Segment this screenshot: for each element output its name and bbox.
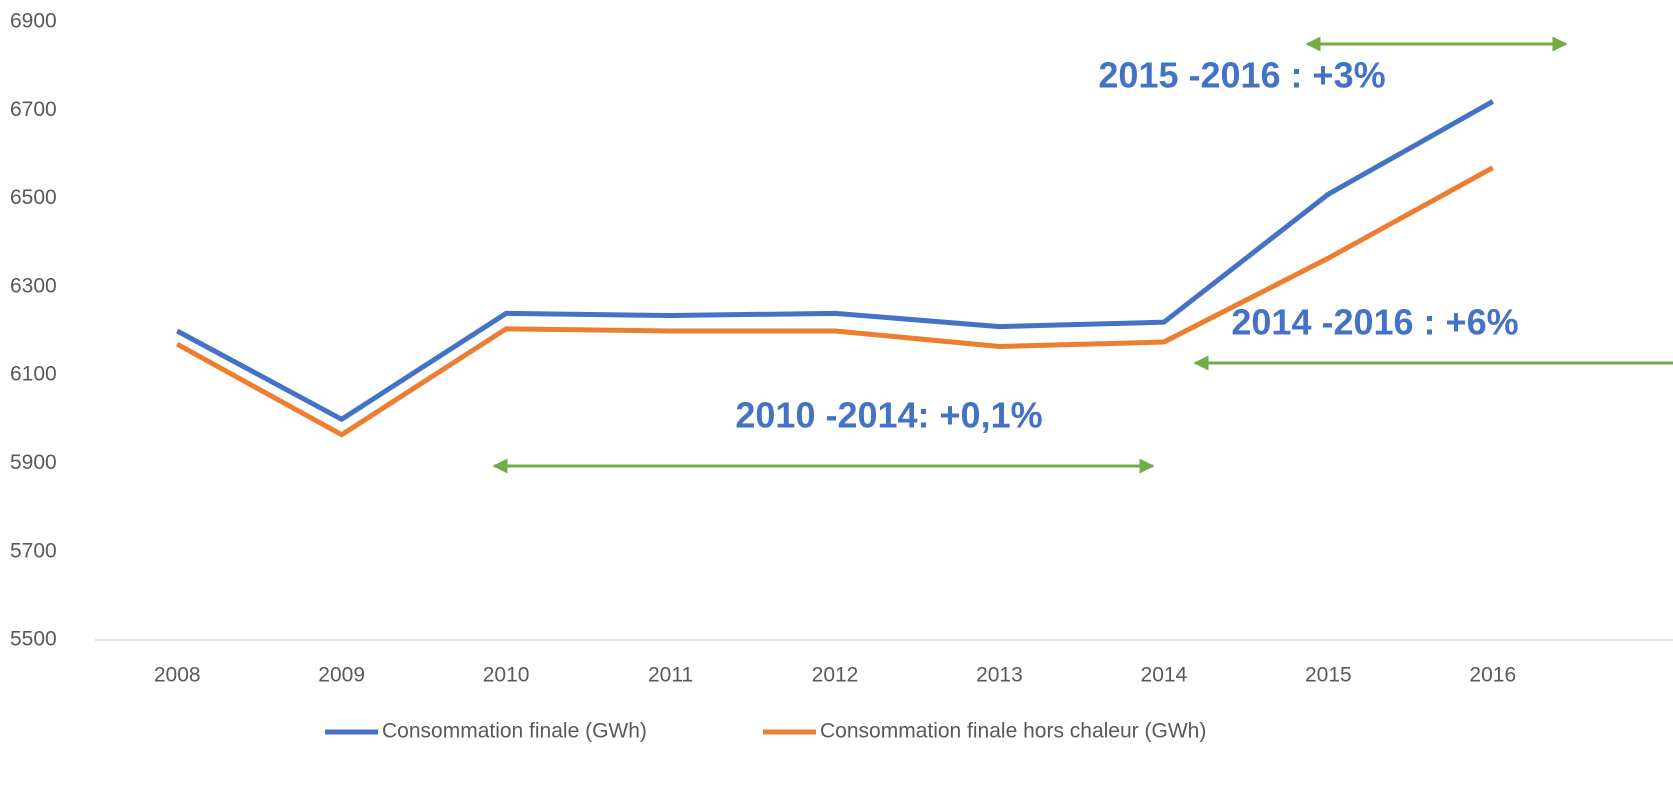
x-tick-label: 2009: [318, 664, 365, 687]
series-line: [176, 165, 1494, 438]
annotation: 2010 -2014: +0,1%: [735, 395, 1042, 436]
annotation: 2014 -2016 : +6%: [1231, 302, 1518, 343]
series-line: [176, 99, 1495, 422]
legend-label: Consommation finale (GWh): [382, 720, 647, 743]
y-tick-label: 5900: [10, 451, 57, 474]
y-tick-label: 5500: [10, 628, 57, 651]
x-tick-label: 2010: [483, 664, 530, 687]
y-tick-label: 6100: [10, 363, 57, 386]
x-tick-label: 2014: [1141, 664, 1188, 687]
x-tick-label: 2012: [812, 664, 859, 687]
y-tick-label: 6900: [10, 10, 57, 33]
x-tick-label: 2015: [1305, 664, 1352, 687]
y-tick-label: 6500: [10, 186, 57, 209]
x-tick-label: 2008: [154, 664, 201, 687]
x-tick-label: 2013: [976, 664, 1023, 687]
x-tick-label: 2016: [1469, 664, 1516, 687]
y-tick-label: 6300: [10, 274, 57, 297]
y-tick-label: 5700: [10, 539, 57, 562]
annotation: 2015 -2016 : +3%: [1098, 55, 1385, 96]
y-tick-label: 6700: [10, 98, 57, 121]
legend-label: Consommation finale hors chaleur (GWh): [820, 720, 1206, 743]
x-tick-label: 2011: [648, 664, 693, 687]
